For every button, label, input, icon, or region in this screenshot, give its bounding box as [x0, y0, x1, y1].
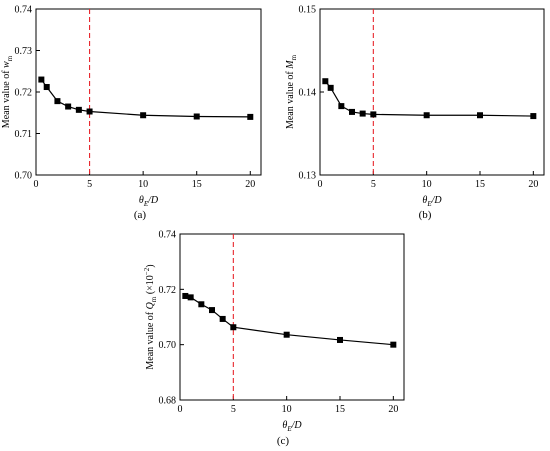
data-point — [337, 336, 343, 343]
x-axis-label-symbol: θ — [422, 195, 427, 206]
panel-label: (c) — [277, 435, 290, 447]
x-axis-label-subscript: E — [286, 425, 292, 433]
x-axis-label: θE/D — [139, 195, 159, 208]
x-axis-label-symbol: θ — [282, 420, 287, 431]
y-tick-label: 0.74 — [15, 5, 33, 16]
data-point — [327, 84, 334, 91]
y-tick-label: 0.71 — [15, 129, 33, 140]
y-tick-label: 0.72 — [15, 88, 33, 99]
x-tick-label: 5 — [231, 404, 236, 415]
data-point — [43, 84, 50, 91]
y-axis-label-variable: Q — [145, 301, 156, 309]
y-axis-label-close: ) — [145, 264, 156, 267]
x-axis-label-subscript: E — [143, 200, 149, 208]
x-axis-label-symbol: θ — [139, 195, 144, 206]
data-point — [209, 307, 215, 314]
data-point — [359, 110, 366, 117]
y-axis-label-text: Mean value of — [1, 68, 12, 128]
x-tick-label: 10 — [138, 179, 148, 190]
plot-frame — [319, 8, 545, 176]
y-tick-label: 0.74 — [159, 230, 177, 241]
data-point — [65, 103, 72, 110]
y-tick-label: 0.14 — [299, 88, 317, 99]
y-axis-label-subscript: m — [150, 296, 158, 302]
x-tick-label: 15 — [192, 179, 202, 190]
y-axis-label-unit: (×10 — [145, 275, 156, 296]
data-point — [86, 108, 93, 115]
x-tick-label: 5 — [371, 179, 376, 190]
data-point — [283, 331, 290, 338]
data-point — [349, 108, 355, 115]
data-point — [140, 112, 147, 119]
data-point — [38, 76, 45, 83]
x-tick-label: 10 — [422, 179, 432, 190]
x-axis-label: θE/D — [422, 195, 442, 208]
x-axis-label: θE/D — [282, 420, 302, 433]
chart-panel-2: 0.13 0.14 0.15 0 5 10 15 20 θE/D Mean value of Mm… — [285, 5, 545, 221]
x-tick-label: 0 — [34, 179, 39, 190]
x-tick-label: 20 — [388, 404, 398, 415]
y-axis-label-subscript: m — [290, 54, 298, 60]
y-tick-label: 0.15 — [299, 5, 317, 16]
plot-frame — [35, 8, 262, 176]
data-point — [230, 324, 237, 331]
chart-panel-1: 0.70 0.71 0.72 0.73 0.74 0 5 10 15 20 θE/D Mean val… — [1, 5, 262, 221]
y-tick-label: 0.73 — [15, 46, 33, 57]
y-axis-label: Mean value of wm — [1, 55, 14, 128]
data-point — [75, 106, 82, 113]
data-point — [423, 112, 430, 119]
y-axis-label: Mean value of Qm (×10−2) — [143, 264, 158, 369]
panel-label: (b) — [419, 209, 432, 221]
data-point — [338, 103, 345, 110]
x-tick-label: 20 — [245, 179, 255, 190]
data-point — [54, 98, 61, 105]
panel-label: (a) — [134, 209, 147, 221]
data-point — [530, 113, 537, 120]
x-tick-label: 15 — [475, 179, 485, 190]
y-axis-label-variable: w — [1, 61, 12, 68]
x-tick-label: 5 — [87, 179, 92, 190]
data-point — [193, 113, 200, 120]
series-line — [324, 80, 534, 117]
data-point — [198, 301, 205, 308]
data-point — [187, 294, 194, 301]
y-tick-label: 0.70 — [159, 340, 177, 351]
x-axis-label-suffix: /D — [291, 420, 303, 431]
x-axis-label-subscript: E — [426, 200, 432, 208]
data-point — [322, 78, 329, 85]
y-tick-label: 0.13 — [299, 171, 317, 182]
x-axis-label-suffix: /D — [147, 195, 159, 206]
x-tick-label: 0 — [178, 404, 183, 415]
y-axis-label-superscript: −2 — [143, 267, 151, 275]
y-axis-label-text: Mean value of — [145, 309, 156, 369]
chart-panel-3: 0.68 0.70 0.72 0.74 0 5 10 15 20 θE/D Mean value o… — [143, 230, 405, 447]
data-point — [219, 315, 226, 322]
y-axis-label: Mean value of Mm — [285, 54, 298, 129]
x-tick-label: 15 — [335, 404, 345, 415]
data-point — [477, 112, 483, 119]
y-axis-label-variable: M — [285, 60, 296, 70]
data-point — [247, 113, 254, 120]
y-tick-label: 0.68 — [159, 396, 177, 407]
data-point — [370, 111, 377, 118]
series-line — [40, 79, 251, 118]
y-tick-label: 0.72 — [159, 285, 177, 296]
x-tick-label: 20 — [528, 179, 538, 190]
y-axis-label-subscript: m — [6, 55, 14, 61]
x-tick-label: 0 — [318, 179, 323, 190]
y-axis-label-text: Mean value of — [285, 69, 296, 129]
data-point — [182, 292, 189, 299]
plot-frame — [179, 233, 405, 401]
x-axis-label-suffix: /D — [431, 195, 443, 206]
data-point — [390, 341, 397, 348]
x-tick-label: 10 — [282, 404, 292, 415]
y-tick-label: 0.70 — [15, 171, 33, 182]
